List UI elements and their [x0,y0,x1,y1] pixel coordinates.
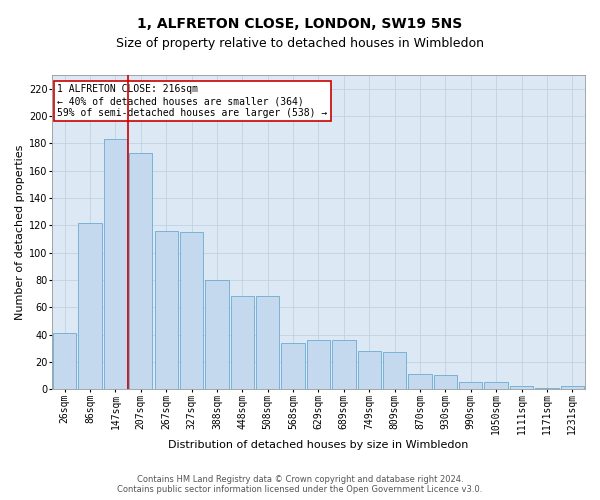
Bar [307,340,330,389]
Bar [358,351,381,389]
Text: 1 ALFRETON CLOSE: 216sqm
← 40% of detached houses are smaller (364)
59% of semi-: 1 ALFRETON CLOSE: 216sqm ← 40% of detach… [57,84,328,117]
Bar [434,376,457,389]
Bar [409,374,431,389]
Bar [484,382,508,389]
Text: Size of property relative to detached houses in Wimbledon: Size of property relative to detached ho… [116,38,484,51]
Bar [383,352,406,389]
Bar [332,340,356,389]
Bar [155,230,178,389]
Bar [205,280,229,389]
Bar [256,296,280,389]
Bar [53,333,76,389]
Bar [180,232,203,389]
Text: Contains public sector information licensed under the Open Government Licence v3: Contains public sector information licen… [118,485,482,494]
Bar [129,153,152,389]
Bar [459,382,482,389]
X-axis label: Distribution of detached houses by size in Wimbledon: Distribution of detached houses by size … [168,440,469,450]
Bar [230,296,254,389]
Bar [104,139,127,389]
Bar [560,386,584,389]
Text: 1, ALFRETON CLOSE, LONDON, SW19 5NS: 1, ALFRETON CLOSE, LONDON, SW19 5NS [137,18,463,32]
Bar [79,222,102,389]
Y-axis label: Number of detached properties: Number of detached properties [15,144,25,320]
Bar [535,388,559,389]
Bar [510,386,533,389]
Bar [281,342,305,389]
Text: Contains HM Land Registry data © Crown copyright and database right 2024.: Contains HM Land Registry data © Crown c… [137,475,463,484]
